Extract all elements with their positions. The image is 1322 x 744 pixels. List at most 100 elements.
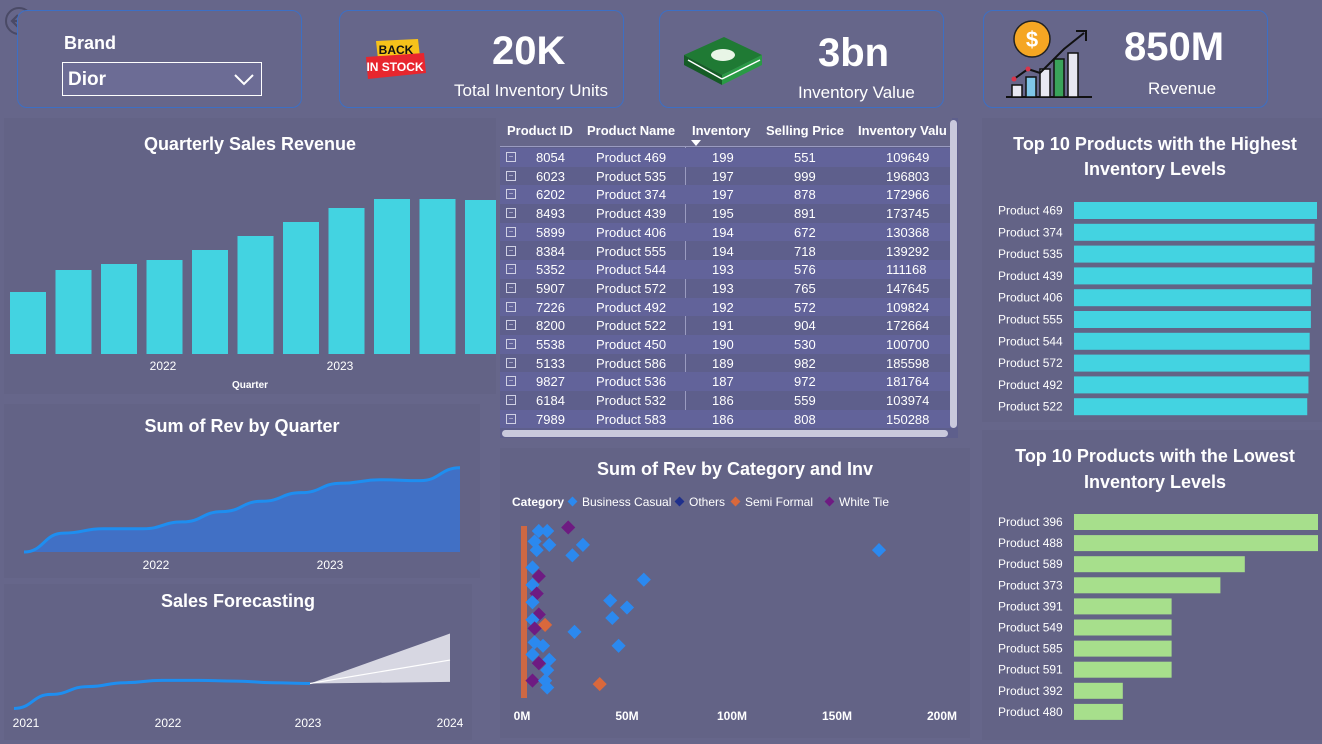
inventory-bar <box>1074 398 1307 415</box>
expand-row-icon[interactable]: − <box>506 246 516 256</box>
scatter-point <box>593 677 607 691</box>
table-cell: 193 <box>712 281 734 296</box>
table-row[interactable]: − 7226 Product 492 192 572 109824 <box>500 298 952 317</box>
svg-text:BACK: BACK <box>379 43 414 57</box>
chevron-down-icon <box>233 73 255 87</box>
bar-category-label: Product 469 <box>998 204 1063 218</box>
top10-lowest-title: Top 10 Products with the Lowest Inventor… <box>990 443 1320 495</box>
inventory-bar <box>1074 662 1172 678</box>
expand-row-icon[interactable]: − <box>506 358 516 368</box>
legend-item-label: Semi Formal <box>745 495 813 509</box>
table-row[interactable]: − 5538 Product 450 190 530 100700 <box>500 335 952 354</box>
table-row[interactable]: − 8200 Product 522 191 904 172664 <box>500 316 952 335</box>
expand-row-icon[interactable]: − <box>506 302 516 312</box>
table-row[interactable]: − 5907 Product 572 193 765 147645 <box>500 279 952 298</box>
quarterly-bar <box>283 222 319 354</box>
table-row[interactable]: − 5899 Product 406 194 672 130368 <box>500 223 952 242</box>
col-header-product-name[interactable]: Product Name <box>587 123 675 138</box>
top10-highest-chart: Product 469 Product 374 Product 535 Product… <box>982 196 1322 426</box>
actual-line <box>14 680 310 708</box>
scatter-point <box>605 611 619 625</box>
legend-item-label: White Tie <box>839 495 889 509</box>
bar-category-label: Product 555 <box>998 313 1063 327</box>
expand-row-icon[interactable]: − <box>506 283 516 293</box>
table-cell: 150288 <box>886 412 929 427</box>
table-row[interactable]: − 8384 Product 555 194 718 139292 <box>500 242 952 261</box>
x-tick-label: 2023 <box>295 716 322 730</box>
col-header-inventory[interactable]: Inventory <box>692 123 751 138</box>
table-cell: 8384 <box>536 244 565 259</box>
table-row[interactable]: − 5352 Product 544 193 576 111168 <box>500 260 952 279</box>
expand-row-icon[interactable]: − <box>506 208 516 218</box>
expand-row-icon[interactable]: − <box>506 264 516 274</box>
scatter-point <box>637 573 651 587</box>
table-cell: Product 555 <box>596 244 666 259</box>
expand-row-icon[interactable]: − <box>506 227 516 237</box>
legend-marker <box>675 497 685 507</box>
expand-row-icon[interactable]: − <box>506 152 516 162</box>
table-cell: 194 <box>712 225 734 240</box>
table-cell: 192 <box>712 300 734 315</box>
bar-category-label: Product 591 <box>998 663 1063 677</box>
bar-category-label: Product 492 <box>998 378 1063 392</box>
horizontal-scrollbar[interactable] <box>502 430 948 437</box>
table-cell: 718 <box>794 244 816 259</box>
expand-row-icon[interactable]: − <box>506 189 516 199</box>
table-cell: 100700 <box>886 337 929 352</box>
quarterly-bar <box>465 200 496 354</box>
col-header-selling-price[interactable]: Selling Price <box>766 123 844 138</box>
products-table[interactable]: Product ID Product Name Inventory Sellin… <box>500 118 958 438</box>
inventory-bar <box>1074 556 1245 572</box>
table-cell: 982 <box>794 356 816 371</box>
quarterly-bar <box>56 270 92 354</box>
scatter-point <box>542 538 556 552</box>
expand-row-icon[interactable]: − <box>506 376 516 386</box>
col-header-inventory-value[interactable]: Inventory Valu <box>858 123 947 138</box>
quarterly-bar <box>147 260 183 354</box>
table-cell: 7226 <box>536 300 565 315</box>
table-row[interactable]: − 7989 Product 583 186 808 150288 <box>500 410 952 429</box>
table-cell: Product 450 <box>596 337 666 352</box>
table-cell: 7989 <box>536 412 565 427</box>
brand-dropdown[interactable]: Dior <box>62 62 262 96</box>
table-row[interactable]: − 9827 Product 536 187 972 181764 <box>500 372 952 391</box>
table-cell: 199 <box>712 150 734 165</box>
table-cell: 5907 <box>536 281 565 296</box>
table-row[interactable]: − 6023 Product 535 197 999 196803 <box>500 167 952 186</box>
table-cell: 186 <box>712 393 734 408</box>
table-row[interactable]: − 8493 Product 439 195 891 173745 <box>500 204 952 223</box>
table-cell: 6184 <box>536 393 565 408</box>
expand-row-icon[interactable]: − <box>506 395 516 405</box>
table-cell: Product 583 <box>596 412 666 427</box>
table-cell: 576 <box>794 262 816 277</box>
expand-row-icon[interactable]: − <box>506 171 516 181</box>
table-row[interactable]: − 8054 Product 469 199 551 109649 <box>500 148 952 167</box>
table-cell: 193 <box>712 262 734 277</box>
expand-row-icon[interactable]: − <box>506 339 516 349</box>
table-cell: 8493 <box>536 206 565 221</box>
forecast-band <box>310 634 450 684</box>
scatter-point <box>525 674 539 688</box>
table-cell: Product 536 <box>596 374 666 389</box>
bar-category-label: Product 585 <box>998 642 1063 656</box>
table-cell: 9827 <box>536 374 565 389</box>
table-row[interactable]: − 5133 Product 586 189 982 185598 <box>500 354 952 373</box>
legend-item-label: Others <box>689 495 725 509</box>
bar-category-label: Product 535 <box>998 247 1063 261</box>
scatter-point <box>561 520 575 534</box>
inventory-bar <box>1074 683 1123 699</box>
table-cell: 187 <box>712 374 734 389</box>
table-cell: 197 <box>712 187 734 202</box>
table-row[interactable]: − 6184 Product 532 186 559 103974 <box>500 391 952 410</box>
bar-category-label: Product 488 <box>998 536 1063 550</box>
table-cell: 6023 <box>536 169 565 184</box>
expand-row-icon[interactable]: − <box>506 414 516 424</box>
legend-marker <box>825 497 835 507</box>
expand-row-icon[interactable]: − <box>506 320 516 330</box>
col-header-product-id[interactable]: Product ID <box>507 123 573 138</box>
scatter-point <box>620 600 634 614</box>
table-row[interactable]: − 6202 Product 374 197 878 172966 <box>500 185 952 204</box>
x-tick-label: 2021 <box>13 716 40 730</box>
vertical-scrollbar[interactable] <box>950 120 957 428</box>
scatter-point <box>540 524 554 538</box>
